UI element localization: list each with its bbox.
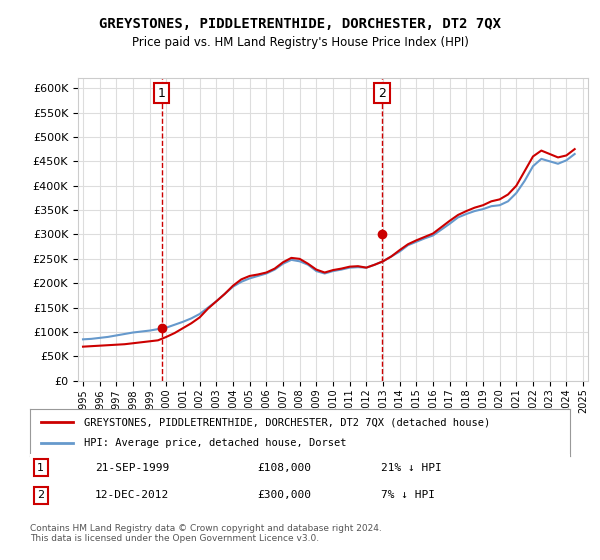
Text: 21% ↓ HPI: 21% ↓ HPI	[381, 463, 442, 473]
Text: GREYSTONES, PIDDLETRENTHIDE, DORCHESTER, DT2 7QX: GREYSTONES, PIDDLETRENTHIDE, DORCHESTER,…	[99, 17, 501, 31]
Text: 12-DEC-2012: 12-DEC-2012	[95, 491, 169, 501]
Text: GREYSTONES, PIDDLETRENTHIDE, DORCHESTER, DT2 7QX (detached house): GREYSTONES, PIDDLETRENTHIDE, DORCHESTER,…	[84, 417, 490, 427]
Text: HPI: Average price, detached house, Dorset: HPI: Average price, detached house, Dors…	[84, 438, 347, 448]
Text: 1: 1	[158, 87, 166, 100]
Text: £108,000: £108,000	[257, 463, 311, 473]
Text: £300,000: £300,000	[257, 491, 311, 501]
Text: 1: 1	[37, 463, 44, 473]
Text: Contains HM Land Registry data © Crown copyright and database right 2024.
This d: Contains HM Land Registry data © Crown c…	[30, 524, 382, 543]
Text: 21-SEP-1999: 21-SEP-1999	[95, 463, 169, 473]
Text: 2: 2	[37, 491, 44, 501]
Text: 2: 2	[378, 87, 386, 100]
Text: 7% ↓ HPI: 7% ↓ HPI	[381, 491, 435, 501]
Text: Price paid vs. HM Land Registry's House Price Index (HPI): Price paid vs. HM Land Registry's House …	[131, 36, 469, 49]
